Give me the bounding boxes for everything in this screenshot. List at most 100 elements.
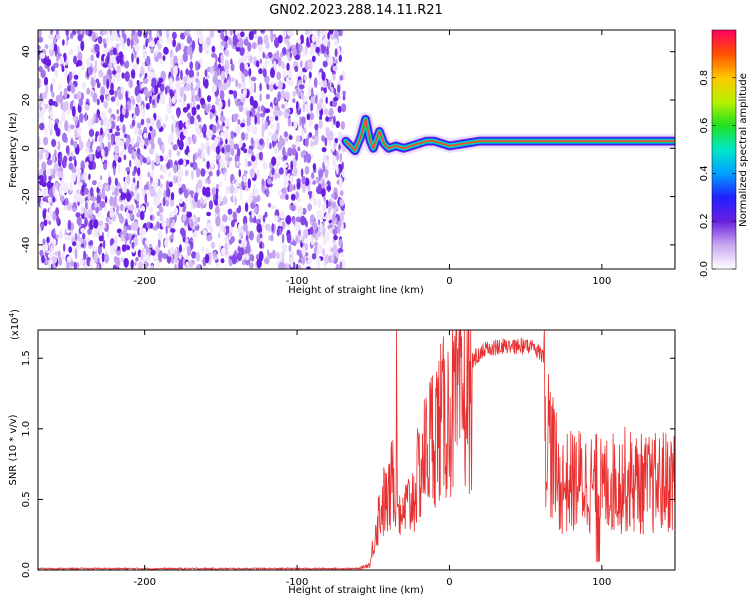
noise-speckle (225, 138, 228, 145)
noise-speckle (137, 30, 143, 37)
noise-speckle (157, 51, 163, 59)
noise-speckle (88, 128, 95, 137)
noise-speckle (256, 169, 260, 177)
noise-speckle (207, 178, 211, 185)
noise-speckle (60, 195, 65, 202)
noise-speckle (152, 225, 158, 231)
noise-speckle (220, 161, 225, 169)
noise-speckle (89, 153, 93, 162)
noise-speckle (339, 177, 343, 188)
noise-speckle (278, 262, 284, 269)
colorbar-ticks: 0.0 0.2 0.4 0.6 0.8 (699, 70, 736, 277)
noise-speckle (334, 48, 338, 58)
noise-speckle (106, 78, 110, 89)
noise-speckle (251, 161, 258, 169)
noise-speckle (307, 58, 312, 70)
noise-speckle (45, 58, 52, 67)
y-tick-label: 0.0 (21, 562, 32, 578)
noise-speckle (251, 209, 255, 219)
noise-speckle (101, 192, 106, 200)
noise-speckle (194, 118, 199, 128)
x-tick-label: 0 (446, 276, 452, 287)
noise-speckle (224, 242, 228, 249)
noise-speckle (97, 36, 103, 44)
noise-speckle (61, 251, 65, 261)
noise-speckle (200, 57, 203, 66)
noise-speckle (234, 99, 238, 105)
noise-speckle (324, 168, 329, 179)
noise-speckle (102, 48, 108, 53)
noise-speckle (83, 250, 87, 261)
noise-speckle (114, 134, 121, 145)
noise-speckle (285, 215, 292, 225)
noise-speckle (160, 183, 163, 189)
noise-speckle (46, 180, 52, 190)
noise-speckle (96, 212, 102, 217)
noise-speckle (223, 129, 229, 140)
noise-speckle (126, 37, 131, 47)
noise-speckle (75, 193, 80, 203)
noise-speckle (179, 87, 184, 98)
noise-speckle (38, 162, 41, 168)
noise-speckle (276, 50, 280, 61)
noise-speckle (76, 30, 81, 35)
noise-speckle (228, 37, 232, 46)
noise-speckle (326, 185, 332, 192)
noise-speckle (48, 175, 52, 182)
noise-speckle (317, 219, 321, 226)
noise-speckle (259, 82, 262, 92)
noise-speckle (230, 140, 235, 149)
noise-speckle (75, 212, 81, 218)
noise-speckle (125, 137, 130, 147)
noise-speckle (128, 79, 133, 89)
noise-speckle (156, 211, 160, 217)
noise-speckle (216, 262, 220, 268)
noise-speckle (326, 231, 330, 242)
noise-speckle (189, 102, 193, 109)
noise-speckle (42, 209, 47, 220)
noise-speckle (50, 30, 54, 35)
noise-speckle (293, 120, 298, 130)
noise-speckle (120, 54, 123, 66)
noise-speckle (65, 39, 69, 46)
noise-speckle (77, 233, 81, 242)
noise-speckle (262, 161, 268, 170)
noise-speckle (247, 149, 253, 154)
noise-speckle (116, 30, 120, 34)
noise-speckle (141, 227, 147, 236)
noise-speckle (109, 128, 113, 134)
noise-speckle (94, 202, 100, 209)
noise-speckle (158, 230, 163, 240)
noise-speckle (230, 63, 235, 72)
noise-speckle (206, 160, 210, 170)
noise-speckle (178, 97, 183, 104)
noise-speckle (191, 251, 197, 259)
noise-speckle (332, 73, 336, 81)
noise-speckle (190, 162, 194, 168)
noise-speckle (100, 95, 104, 103)
noise-speckle (237, 119, 241, 125)
noise-speckle (286, 30, 292, 37)
noise-speckle (79, 259, 84, 266)
noise-speckle (223, 226, 227, 235)
noise-speckle (303, 75, 307, 81)
noise-speckle (146, 117, 151, 125)
noise-speckle (102, 30, 108, 35)
noise-speckle (227, 208, 233, 215)
colorbar-tick-label: 0.4 (699, 165, 710, 181)
noise-speckle (171, 96, 176, 104)
noise-speckle (154, 84, 159, 95)
noise-speckle (311, 172, 315, 179)
noise-speckle (73, 140, 78, 149)
noise-speckle (195, 77, 199, 84)
noise-speckle (41, 181, 47, 188)
noise-speckle (67, 202, 73, 211)
noise-speckle (270, 123, 275, 129)
noise-speckle (166, 187, 171, 198)
noise-speckle (186, 103, 190, 110)
noise-speckle (149, 71, 154, 78)
noise-speckle (324, 254, 330, 264)
noise-speckle (117, 92, 123, 100)
noise-speckle (109, 36, 114, 42)
